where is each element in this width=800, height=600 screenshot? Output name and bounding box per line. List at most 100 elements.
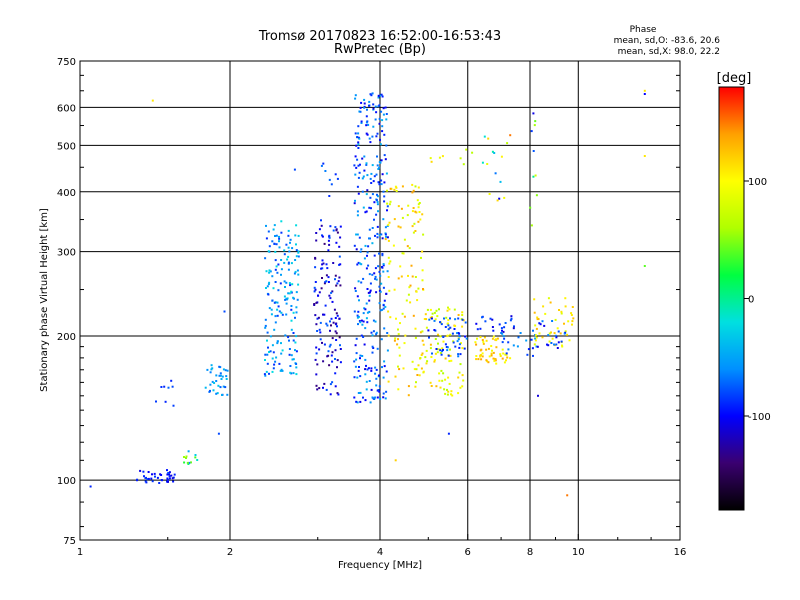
data-point: [280, 231, 283, 234]
data-point: [338, 245, 341, 248]
data-point: [326, 355, 329, 358]
data-point: [334, 330, 337, 333]
data-point: [464, 321, 467, 324]
data-point: [414, 230, 417, 232]
data-point: [378, 161, 381, 163]
x-tick-label: 4: [377, 547, 383, 558]
data-point: [383, 181, 386, 184]
data-point: [354, 94, 357, 97]
data-point: [434, 318, 437, 321]
data-point: [512, 327, 515, 330]
data-point: [460, 342, 462, 345]
data-point: [275, 243, 278, 246]
data-points: [89, 89, 646, 497]
data-point: [429, 316, 432, 319]
data-point: [297, 234, 300, 237]
data-point: [335, 339, 338, 341]
data-point: [571, 320, 574, 323]
data-point: [532, 354, 534, 357]
data-point: [486, 163, 489, 165]
data-point: [339, 263, 342, 266]
data-point: [406, 245, 409, 248]
y-tick-label: 600: [57, 103, 76, 114]
data-point: [490, 354, 493, 357]
data-point: [501, 348, 504, 351]
data-point: [356, 158, 359, 161]
data-point: [288, 282, 291, 285]
data-point: [441, 379, 444, 382]
data-point: [285, 281, 288, 284]
data-point: [316, 330, 319, 332]
data-point: [411, 275, 414, 278]
data-point: [366, 321, 369, 324]
data-point: [444, 392, 447, 395]
data-point: [413, 222, 416, 225]
data-point: [270, 308, 273, 311]
data-point: [281, 369, 284, 372]
data-point: [418, 202, 421, 204]
data-point: [322, 386, 324, 389]
y-tick-label: 400: [57, 188, 76, 199]
data-point: [356, 214, 359, 217]
data-point: [378, 117, 381, 120]
data-point: [557, 341, 560, 344]
data-point: [450, 393, 452, 396]
data-point: [457, 332, 460, 334]
data-point: [295, 243, 297, 246]
data-point: [151, 480, 154, 483]
data-point: [382, 270, 385, 273]
data-point: [376, 193, 378, 196]
colorbar-tick-label: 100: [748, 177, 767, 188]
data-point: [381, 173, 384, 176]
data-point: [500, 332, 503, 334]
data-point: [371, 273, 374, 276]
data-point: [388, 203, 391, 206]
data-point: [215, 374, 218, 377]
data-point: [533, 298, 536, 301]
data-point: [444, 326, 447, 328]
data-point: [330, 317, 333, 320]
data-point: [382, 107, 385, 110]
data-point: [559, 332, 562, 335]
data-point: [431, 352, 433, 355]
data-point: [329, 225, 332, 228]
data-point: [442, 340, 445, 343]
data-point: [327, 350, 330, 353]
data-point: [360, 281, 363, 284]
data-point: [424, 313, 427, 316]
data-point: [339, 284, 342, 287]
data-point: [209, 389, 211, 392]
data-point: [267, 346, 269, 349]
data-point: [331, 360, 334, 363]
data-point: [482, 342, 485, 345]
data-point: [374, 267, 377, 270]
data-point: [436, 315, 439, 318]
data-point: [264, 374, 267, 377]
phase-stats-o: mean, sd,O: -83.6, 20.6: [614, 36, 721, 46]
data-point: [481, 339, 484, 341]
data-point: [417, 186, 420, 189]
data-point: [338, 276, 341, 279]
data-point: [161, 479, 163, 482]
data-point: [494, 359, 497, 362]
data-point: [314, 358, 317, 361]
data-point: [383, 360, 386, 363]
data-point: [373, 218, 375, 221]
data-point: [439, 352, 442, 354]
data-point: [503, 196, 506, 199]
data-point: [315, 301, 318, 304]
data-point: [450, 390, 453, 393]
data-point: [480, 358, 483, 361]
data-point: [393, 339, 396, 342]
data-point: [355, 337, 358, 340]
data-point: [271, 275, 274, 278]
data-point: [422, 343, 425, 346]
data-point: [463, 347, 466, 350]
data-point: [479, 349, 482, 352]
data-point: [272, 351, 275, 354]
data-point: [431, 312, 434, 315]
data-point: [379, 138, 381, 141]
data-point: [446, 393, 449, 396]
data-point: [387, 239, 390, 242]
data-point: [332, 262, 335, 264]
